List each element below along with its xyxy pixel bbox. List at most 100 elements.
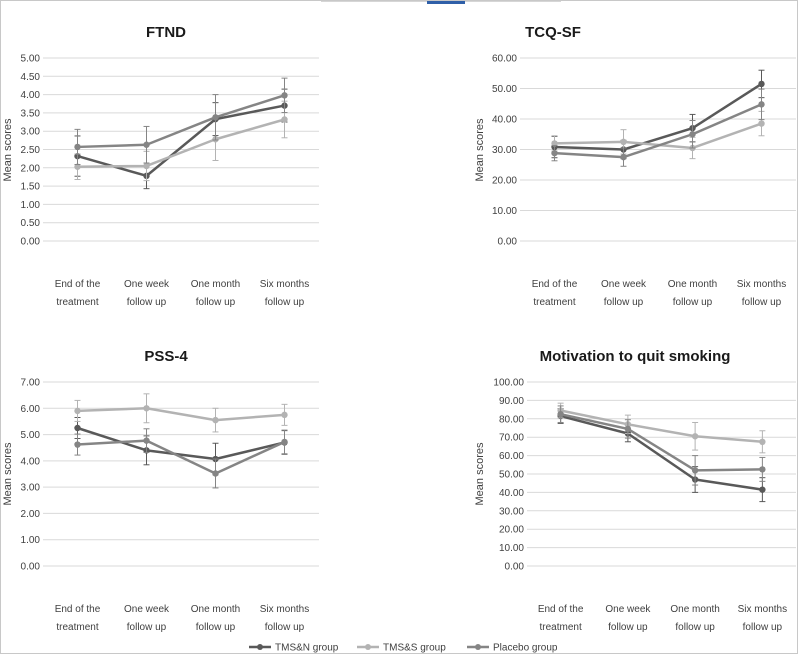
y-tick-label: 5.00 — [21, 430, 41, 441]
top-accent-bar — [427, 1, 465, 4]
data-point — [74, 143, 81, 151]
y-tick-label: 4.00 — [21, 456, 41, 467]
x-tick-label: Six months — [737, 279, 786, 290]
x-tick-label: follow up — [743, 622, 783, 633]
series-placebo-group — [74, 77, 288, 166]
data-point — [143, 162, 150, 170]
x-tick-label: End of the — [532, 279, 578, 290]
series-line — [77, 426, 285, 461]
data-point — [551, 140, 558, 147]
y-tick-label: 4.00 — [21, 90, 41, 101]
chart-title: Motivation to quit smoking — [540, 348, 731, 365]
series-line — [77, 407, 285, 422]
data-point — [551, 149, 558, 157]
x-tick-label: follow up — [127, 622, 167, 633]
chart-title: PSS-4 — [144, 348, 188, 365]
data-point — [759, 438, 766, 445]
x-tick-label: One month — [670, 604, 719, 615]
series-line — [77, 118, 285, 168]
data-point — [143, 405, 150, 412]
y-tick-label: 10.00 — [492, 206, 517, 217]
legend-entry: Placebo group — [493, 643, 558, 654]
y-tick-label: 2.50 — [21, 145, 41, 156]
data-point — [691, 433, 699, 440]
y-tick-label: 2.00 — [21, 509, 41, 520]
x-tick-label: follow up — [673, 297, 713, 308]
x-tick-label: End of the — [538, 604, 584, 615]
series-line — [560, 409, 763, 444]
data-point — [74, 163, 81, 170]
y-tick-label: 40.00 — [492, 115, 517, 126]
x-tick-label: Six months — [260, 279, 309, 290]
y-axis-label: Mean scores — [474, 118, 486, 181]
chart-1: TCQ-SF Mean scores 0.00 10.00 20.00 30.00 40.0… — [474, 24, 796, 308]
y-tick-label: 60.00 — [499, 451, 524, 462]
data-point — [281, 411, 288, 419]
x-tick-label: follow up — [604, 297, 644, 308]
x-tick-label: One week — [601, 279, 647, 290]
y-tick-label: 0.50 — [21, 218, 41, 229]
x-tick-label: One month — [191, 604, 240, 615]
y-tick-label: 20.00 — [499, 525, 524, 536]
x-tick-label: follow up — [265, 622, 305, 633]
series-line — [554, 103, 762, 159]
data-point — [281, 92, 288, 99]
data-point — [212, 416, 219, 424]
legend: TMS&N group TMS&S group Placebo group — [249, 643, 558, 654]
data-point — [620, 138, 627, 146]
data-point — [557, 411, 564, 418]
data-point — [143, 141, 150, 148]
y-tick-label: 2.00 — [21, 163, 41, 174]
y-tick-label: 7.00 — [21, 378, 41, 389]
y-tick-label: 90.00 — [499, 396, 524, 407]
y-tick-label: 50.00 — [499, 470, 524, 481]
y-tick-label: 4.50 — [21, 72, 41, 83]
x-tick-label: treatment — [56, 622, 98, 633]
x-tick-label: treatment — [533, 297, 575, 308]
y-tick-label: 0.00 — [498, 237, 518, 248]
series-line — [560, 414, 763, 491]
data-point — [758, 101, 765, 108]
y-tick-label: 10.00 — [499, 543, 524, 554]
data-point — [281, 438, 288, 446]
y-axis-label: Mean scores — [2, 442, 14, 505]
data-point — [74, 424, 81, 432]
y-tick-label: 0.00 — [21, 562, 41, 573]
y-tick-label: 50.00 — [492, 84, 517, 95]
series-line — [77, 439, 286, 475]
data-point — [758, 120, 765, 127]
series-tms-n-group — [74, 416, 288, 476]
x-tick-label: follow up — [265, 297, 305, 308]
legend-swatch-marker — [257, 644, 263, 650]
data-point — [212, 114, 219, 121]
data-point — [74, 441, 81, 448]
y-tick-label: 3.00 — [21, 127, 41, 138]
y-tick-label: 80.00 — [499, 414, 524, 425]
x-tick-label: treatment — [56, 297, 98, 308]
chart-3: Motivation to quit smoking Mean scores 0.0… — [474, 348, 796, 633]
x-tick-label: End of the — [55, 604, 101, 615]
data-point — [620, 153, 627, 161]
y-tick-label: 0.00 — [505, 562, 525, 573]
y-tick-label: 5.00 — [21, 54, 41, 65]
data-point — [143, 437, 150, 444]
data-point — [759, 466, 766, 473]
data-point — [689, 131, 696, 138]
series-tms-s-group — [557, 402, 766, 454]
y-tick-label: 3.00 — [21, 483, 41, 494]
y-tick-label: 3.50 — [21, 108, 41, 119]
data-point — [281, 116, 288, 123]
series-placebo-group — [551, 88, 765, 167]
y-tick-label: 30.00 — [499, 506, 524, 517]
series-placebo-group — [74, 428, 288, 489]
y-tick-label: 6.00 — [21, 404, 41, 415]
x-tick-label: One month — [191, 279, 240, 290]
x-tick-label: Six months — [738, 604, 787, 615]
y-axis-label: Mean scores — [2, 118, 14, 181]
legend-swatch-marker — [475, 644, 481, 650]
y-tick-label: 70.00 — [499, 433, 524, 444]
data-point — [74, 407, 81, 415]
legend-entry: TMS&S group — [383, 643, 446, 654]
